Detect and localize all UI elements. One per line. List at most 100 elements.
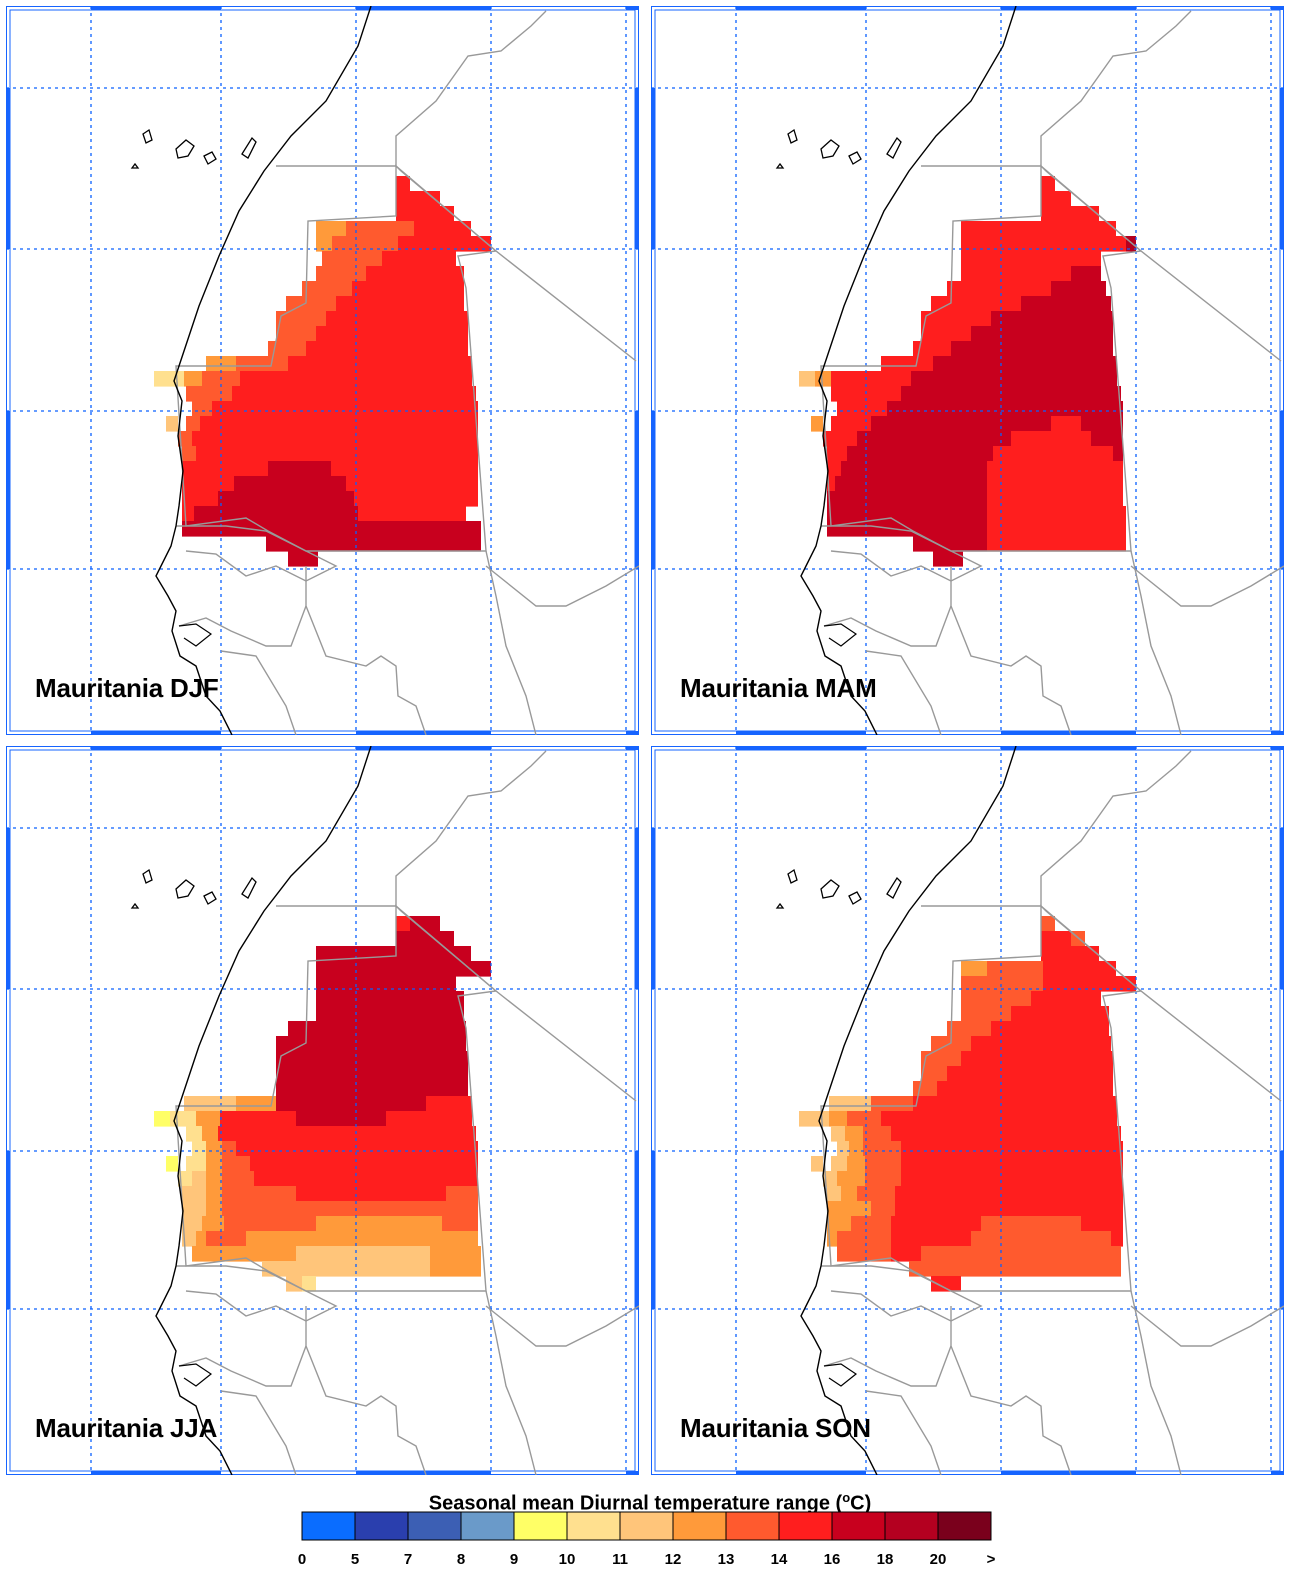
dtr-cell xyxy=(182,1216,202,1232)
dtr-cell xyxy=(250,1156,478,1172)
dtr-cell xyxy=(288,341,306,357)
dtr-cell xyxy=(186,1156,206,1172)
dtr-cell xyxy=(961,266,1071,282)
dtr-cell xyxy=(286,1261,430,1277)
dtr-cell xyxy=(192,431,478,447)
colorbar-tick-label: 13 xyxy=(718,1551,735,1568)
dtr-cell xyxy=(182,506,194,522)
dtr-cell xyxy=(288,1021,466,1037)
dtr-cell xyxy=(827,1186,841,1202)
island xyxy=(241,876,257,899)
dtr-cell xyxy=(374,221,414,237)
island xyxy=(820,879,840,899)
dtr-cell xyxy=(206,1186,222,1202)
dtr-cell xyxy=(202,386,232,402)
dtr-cell xyxy=(933,551,963,567)
country-border xyxy=(220,1390,297,1475)
dtr-cell xyxy=(921,1051,961,1067)
dtr-cell xyxy=(296,1111,386,1127)
colorbar-tick-label: 7 xyxy=(404,1551,412,1568)
dtr-cell xyxy=(276,311,296,327)
dtr-cell xyxy=(206,1171,222,1187)
country-border xyxy=(220,650,297,735)
map-inner-frame xyxy=(654,9,1281,732)
island xyxy=(142,868,153,884)
dtr-cell xyxy=(947,281,1051,297)
dtr-cell xyxy=(398,236,491,252)
panel-title-son: Mauritania SON xyxy=(680,1413,871,1443)
map-djf xyxy=(6,6,639,735)
country-border xyxy=(176,525,338,582)
country-border xyxy=(178,605,307,647)
dtr-cell xyxy=(296,1246,430,1262)
dtr-cell xyxy=(987,536,1126,552)
dtr-cell xyxy=(951,341,1113,357)
dtr-cell xyxy=(234,476,346,492)
frame-tick-top xyxy=(1001,6,1136,10)
dtr-cell xyxy=(154,1111,170,1127)
dtr-cell xyxy=(232,386,476,402)
coastline xyxy=(155,746,372,1475)
dtr-cell xyxy=(186,386,202,402)
dtr-cell xyxy=(847,1156,865,1172)
colorbar-tick-label: 12 xyxy=(665,1551,682,1568)
dtr-cell xyxy=(1011,431,1091,447)
dtr-cell xyxy=(286,296,306,312)
country-border xyxy=(865,1390,942,1475)
dtr-cell xyxy=(1041,191,1071,207)
frame-tick-top xyxy=(1271,6,1284,10)
dtr-cell xyxy=(322,251,346,267)
frame-tick-right xyxy=(635,1151,639,1309)
island xyxy=(787,128,798,144)
dtr-cell xyxy=(971,326,1113,342)
dtr-cell xyxy=(332,236,358,252)
colorbar-tick-label: 10 xyxy=(559,1551,576,1568)
dtr-cell xyxy=(302,281,322,297)
island xyxy=(130,902,140,909)
dtr-cell xyxy=(845,1126,863,1142)
frame-tick-left xyxy=(6,88,10,249)
dtr-cell xyxy=(921,1246,951,1262)
dtr-cell xyxy=(316,236,332,252)
dtr-cell xyxy=(346,221,374,237)
dtr-cell xyxy=(296,1186,446,1202)
country-border xyxy=(305,566,427,735)
frame-tick-left xyxy=(6,411,10,569)
frame-tick-left xyxy=(651,88,655,249)
island xyxy=(241,136,257,159)
dtr-cell xyxy=(182,461,268,477)
frame-tick-left xyxy=(651,828,655,989)
dtr-cell xyxy=(895,1186,1123,1202)
colorbar-tick-label: 0 xyxy=(298,1551,306,1568)
dtr-field-son xyxy=(799,916,1136,1292)
dtr-cell xyxy=(971,1036,1111,1052)
dtr-cell xyxy=(827,476,835,492)
country-border xyxy=(276,10,547,167)
country-border xyxy=(823,605,952,647)
frame-tick-top xyxy=(1271,746,1284,750)
dtr-cell xyxy=(316,1006,464,1022)
dtr-cell xyxy=(827,521,987,537)
colorbar-swatch xyxy=(354,1511,409,1541)
colorbar-swatch xyxy=(778,1511,833,1541)
dtr-cell xyxy=(316,976,456,992)
island xyxy=(175,879,195,899)
dtr-cell xyxy=(202,1126,218,1142)
frame-tick-left xyxy=(6,1151,10,1309)
dtr-cell xyxy=(268,461,331,477)
dtr-field-djf xyxy=(154,176,491,567)
frame-tick-bottom xyxy=(736,731,866,735)
country-border xyxy=(176,1265,338,1322)
dtr-cell xyxy=(831,1126,845,1142)
dtr-cell xyxy=(336,296,464,312)
dtr-cell xyxy=(446,1186,478,1202)
dtr-cell xyxy=(871,1201,895,1217)
frame-tick-right xyxy=(635,828,639,989)
dtr-cell xyxy=(184,1096,236,1112)
island xyxy=(775,902,785,909)
frame-tick-bottom xyxy=(1001,731,1136,735)
dtr-cell xyxy=(182,1201,206,1217)
dtr-cell xyxy=(961,251,1101,267)
frame-tick-right xyxy=(1280,88,1284,249)
dtr-cell xyxy=(811,416,823,432)
